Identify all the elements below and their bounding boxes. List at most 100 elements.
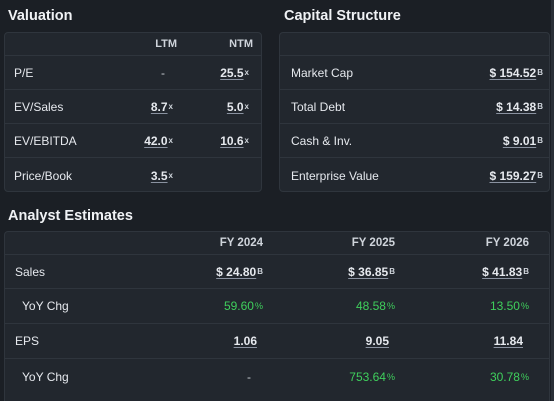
- total-debt-unit: B: [537, 102, 543, 111]
- estimates-header-row: FY 2024 FY 2025 FY 2026: [5, 232, 549, 254]
- ev-sales-ntm-unit: x: [244, 102, 249, 111]
- ev-ebitda-ntm-cell[interactable]: 10.6 x: [220, 124, 249, 157]
- eps-fy2024-cell[interactable]: 1.06: [234, 324, 257, 358]
- pe-ntm-cell[interactable]: 25.5 x: [220, 56, 249, 89]
- page-scrollbar[interactable]: [551, 0, 554, 401]
- sales-yoy-fy2024-value: 59.60: [223, 299, 254, 313]
- sales-fy2026-cell[interactable]: $ 41.83 B: [482, 255, 529, 288]
- eps-yoy-fy2025-value: 753.64: [349, 369, 386, 384]
- capital-structure-title: Capital Structure: [284, 8, 401, 24]
- sales-yoy-fy2026-value: 13.50: [489, 299, 520, 313]
- enterprise-value-label: Enterprise Value: [291, 168, 379, 183]
- sales-fy2024-cell[interactable]: $ 24.80 B: [216, 255, 263, 288]
- ev-sales-ltm-unit: x: [168, 102, 173, 111]
- eps-fy2025-cell[interactable]: 9.05: [366, 324, 389, 358]
- sales-fy2024-unit: B: [257, 267, 263, 276]
- sales-yoy-fy2025-value: 48.58: [355, 299, 386, 313]
- enterprise-value-value[interactable]: $ 159.27: [489, 168, 537, 183]
- ltm-header: LTM: [155, 38, 177, 50]
- ntm-header: NTM: [229, 38, 253, 50]
- analyst-estimates-panel: FY 2024 FY 2025 FY 2026 Sales $ 24.80 B $…: [4, 231, 550, 401]
- ev-ebitda-ltm-cell[interactable]: 42.0 x: [144, 124, 173, 157]
- ev-sales-ntm-value[interactable]: 5.0: [226, 99, 244, 114]
- sales-fy2025-unit: B: [389, 267, 395, 276]
- capital-structure-panel: Market Cap $ 154.52 B Total Debt $ 14.38 B…: [279, 32, 550, 192]
- cash-label: Cash & Inv.: [291, 133, 353, 148]
- ev-ebitda-ltm-value[interactable]: 42.0: [144, 133, 168, 148]
- fy2026-header: FY 2026: [485, 237, 529, 249]
- enterprise-value-cell[interactable]: $ 159.27 B: [489, 158, 544, 191]
- estimates-row-eps-yoy: YoY Chg - 753.64% 30.78%: [5, 358, 549, 394]
- sales-fy2025-cell[interactable]: $ 36.85 B: [348, 255, 395, 288]
- sales-yoy-fy2026-unit: %: [520, 301, 529, 311]
- sales-fy2026-value[interactable]: $ 41.83: [482, 264, 523, 279]
- estimates-row-sales: Sales $ 24.80 B $ 36.85 B $ 41.83 B: [5, 254, 549, 288]
- ev-sales-ltm-cell[interactable]: 8.7 x: [151, 90, 173, 123]
- fy2024-header: FY 2024: [219, 237, 263, 249]
- valuation-panel: LTM NTM P/E - 25.5 x EV/Sales 8.7 x 5.0 x E…: [4, 32, 262, 192]
- eps-yoy-fy2025-unit: %: [386, 371, 395, 382]
- eps-yoy-label: YoY Chg: [22, 369, 69, 384]
- eps-yoy-fy2025: 753.64%: [349, 359, 395, 394]
- sales-yoy-fy2024-unit: %: [254, 301, 263, 311]
- ev-sales-ltm-value[interactable]: 8.7: [150, 99, 168, 114]
- eps-yoy-fy2024-value: -: [247, 369, 251, 384]
- estimates-row-eps: EPS 1.06 9.05 11.84: [5, 323, 549, 358]
- eps-fy2024-value[interactable]: 1.06: [233, 334, 257, 348]
- pe-ntm-unit: x: [244, 68, 249, 77]
- fy2025-header: FY 2025: [351, 237, 395, 249]
- pe-ltm-value: -: [161, 65, 165, 80]
- capital-row-total-debt: Total Debt $ 14.38 B: [280, 89, 549, 123]
- market-cap-value[interactable]: $ 154.52: [489, 65, 537, 80]
- total-debt-cell[interactable]: $ 14.38 B: [496, 90, 543, 123]
- sales-yoy-label: YoY Chg: [22, 299, 69, 313]
- price-book-label: Price/Book: [14, 168, 73, 183]
- eps-yoy-fy2026-unit: %: [520, 371, 529, 382]
- eps-yoy-fy2026-value: 30.78: [489, 369, 520, 384]
- ev-ebitda-ntm-unit: x: [244, 136, 249, 145]
- price-book-ltm-cell[interactable]: 3.5 x: [150, 158, 173, 191]
- cash-value[interactable]: $ 9.01: [502, 133, 537, 148]
- ev-ebitda-ntm-value[interactable]: 10.6: [220, 133, 244, 148]
- capital-row-market-cap: Market Cap $ 154.52 B: [280, 55, 549, 89]
- valuation-row-pe: P/E - 25.5 x: [5, 55, 261, 89]
- ev-ebitda-ltm-unit: x: [168, 136, 173, 145]
- valuation-row-price-book: Price/Book 3.5 x: [5, 157, 261, 191]
- sales-fy2026-unit: B: [523, 267, 529, 276]
- market-cap-cell[interactable]: $ 154.52 B: [490, 56, 544, 89]
- capital-row-cash: Cash & Inv. $ 9.01 B: [280, 123, 549, 157]
- capital-header-row: [280, 33, 549, 55]
- market-cap-label: Market Cap: [291, 65, 354, 80]
- sales-yoy-fy2024: 59.60%: [224, 289, 263, 323]
- ev-sales-ntm-cell[interactable]: 5.0 x: [227, 90, 249, 123]
- cash-cell[interactable]: $ 9.01 B: [503, 124, 543, 157]
- valuation-title: Valuation: [8, 8, 73, 24]
- sales-yoy-fy2025-unit: %: [386, 301, 395, 311]
- market-cap-unit: B: [537, 68, 543, 77]
- pe-ntm-value[interactable]: 25.5: [220, 65, 244, 80]
- sales-yoy-fy2026: 13.50%: [490, 289, 529, 323]
- sales-fy2024-value[interactable]: $ 24.80: [216, 264, 257, 279]
- eps-label: EPS: [15, 334, 40, 348]
- total-debt-label: Total Debt: [291, 99, 346, 114]
- eps-fy2025-value[interactable]: 9.05: [365, 334, 389, 348]
- estimates-row-sales-yoy: YoY Chg 59.60% 48.58% 13.50%: [5, 288, 549, 323]
- sales-fy2025-value[interactable]: $ 36.85: [348, 264, 389, 279]
- eps-yoy-fy2026: 30.78%: [490, 359, 529, 394]
- valuation-row-ev-ebitda: EV/EBITDA 42.0 x 10.6 x: [5, 123, 261, 157]
- valuation-header-row: LTM NTM: [5, 33, 261, 55]
- valuation-row-ev-sales: EV/Sales 8.7 x 5.0 x: [5, 89, 261, 123]
- price-book-ltm-value[interactable]: 3.5: [150, 168, 168, 183]
- analyst-estimates-title: Analyst Estimates: [8, 208, 133, 224]
- sales-yoy-fy2025: 48.58%: [356, 289, 395, 323]
- pe-label: P/E: [14, 65, 34, 80]
- total-debt-value[interactable]: $ 14.38: [496, 99, 537, 114]
- cash-unit: B: [537, 136, 543, 145]
- ev-ebitda-label: EV/EBITDA: [14, 133, 77, 148]
- capital-row-enterprise-value: Enterprise Value $ 159.27 B: [280, 157, 549, 191]
- sales-label: Sales: [15, 264, 46, 279]
- eps-fy2026-cell[interactable]: 11.84: [494, 324, 523, 358]
- eps-fy2026-value[interactable]: 11.84: [493, 334, 523, 348]
- ev-sales-label: EV/Sales: [14, 99, 64, 114]
- price-book-ltm-unit: x: [168, 171, 173, 180]
